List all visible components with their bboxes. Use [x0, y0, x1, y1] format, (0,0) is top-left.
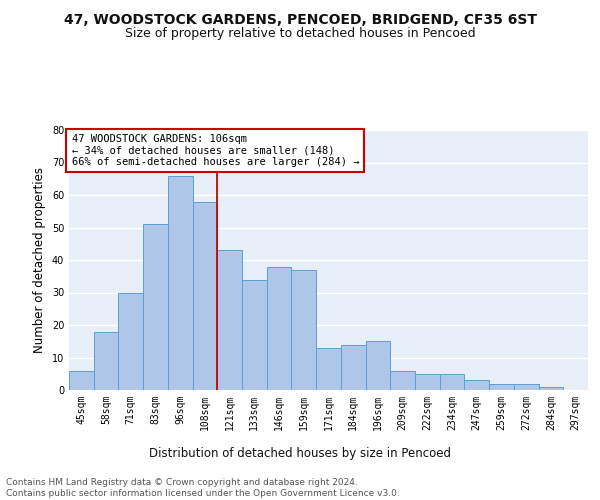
Bar [292, 270, 316, 390]
Bar [365, 341, 390, 390]
Bar [440, 374, 464, 390]
Bar [390, 370, 415, 390]
Bar [267, 266, 292, 390]
Bar [94, 332, 118, 390]
Bar [539, 387, 563, 390]
Bar [193, 202, 217, 390]
Bar [242, 280, 267, 390]
Text: 47 WOODSTOCK GARDENS: 106sqm
← 34% of detached houses are smaller (148)
66% of s: 47 WOODSTOCK GARDENS: 106sqm ← 34% of de… [71, 134, 359, 167]
Bar [143, 224, 168, 390]
Text: 47, WOODSTOCK GARDENS, PENCOED, BRIDGEND, CF35 6ST: 47, WOODSTOCK GARDENS, PENCOED, BRIDGEND… [64, 12, 536, 26]
Bar [69, 370, 94, 390]
Bar [118, 292, 143, 390]
Y-axis label: Number of detached properties: Number of detached properties [33, 167, 46, 353]
Text: Distribution of detached houses by size in Pencoed: Distribution of detached houses by size … [149, 448, 451, 460]
Bar [341, 344, 365, 390]
Bar [168, 176, 193, 390]
Bar [489, 384, 514, 390]
Bar [316, 348, 341, 390]
Bar [464, 380, 489, 390]
Bar [217, 250, 242, 390]
Text: Size of property relative to detached houses in Pencoed: Size of property relative to detached ho… [125, 28, 475, 40]
Bar [415, 374, 440, 390]
Bar [514, 384, 539, 390]
Text: Contains HM Land Registry data © Crown copyright and database right 2024.
Contai: Contains HM Land Registry data © Crown c… [6, 478, 400, 498]
